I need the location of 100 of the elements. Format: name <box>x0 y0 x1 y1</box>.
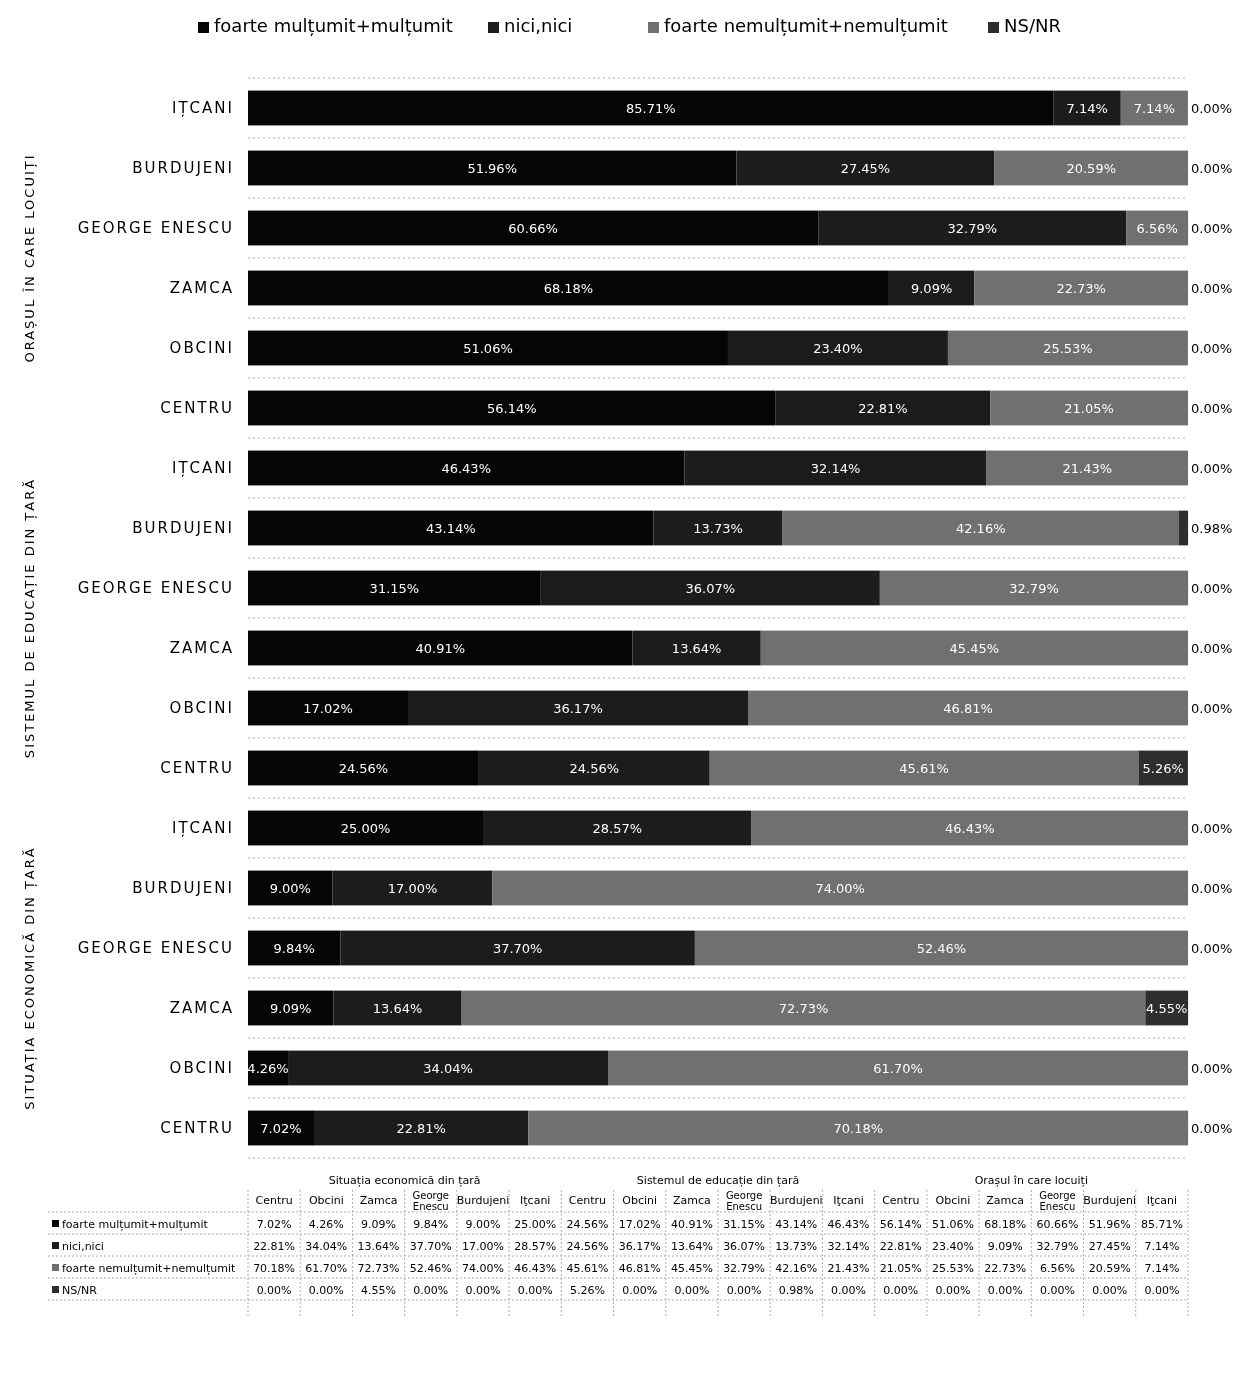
text: 13.64% <box>357 1240 400 1253</box>
text: 17.00% <box>462 1240 504 1253</box>
bar <box>540 570 880 606</box>
bar <box>1053 90 1121 126</box>
data-label: 13.64% <box>671 640 722 656</box>
text: 23.40% <box>932 1240 974 1253</box>
legend-label: NS/NR <box>1004 15 1061 36</box>
text: 4.55% <box>361 1284 397 1297</box>
text: 20.59% <box>1088 1262 1131 1275</box>
text: nici,nici <box>62 1240 104 1253</box>
text: 0.00% <box>1144 1284 1180 1297</box>
text: 0.00% <box>1092 1284 1128 1297</box>
y-tick-label: CENTRU <box>160 1119 234 1138</box>
data-label: 0.00% <box>1191 1120 1233 1136</box>
text: 51.96% <box>1088 1218 1131 1231</box>
y-tick-label: IȚCANI <box>172 459 234 478</box>
text: 0.00% <box>883 1284 919 1297</box>
text: 45.45% <box>670 1262 713 1275</box>
data-label: 52.46% <box>916 940 967 956</box>
data-label: 37.70% <box>492 940 543 956</box>
text: 0.00% <box>256 1284 292 1297</box>
bar <box>775 390 991 426</box>
legend-label: foarte mulțumit+mulțumit <box>214 15 453 36</box>
text: 0.00% <box>622 1284 658 1297</box>
data-label: 4.55% <box>1146 1000 1188 1016</box>
data-label: 6.56% <box>1136 220 1178 236</box>
text: 0.00% <box>1039 1284 1075 1297</box>
data-label: 45.45% <box>949 640 1000 656</box>
data-label: 0.98% <box>1191 520 1233 536</box>
bar <box>313 1110 529 1146</box>
text: 56.14% <box>879 1218 922 1231</box>
text: Burdujeni <box>456 1194 510 1207</box>
text: 21.43% <box>827 1262 870 1275</box>
text: ORAȘUL ÎN CARE LOCUIȚI <box>22 153 37 363</box>
text: 32.79% <box>1036 1240 1079 1253</box>
bar <box>747 690 1188 726</box>
data-label: 40.91% <box>415 640 466 656</box>
bar <box>1178 510 1189 546</box>
text: 22.81% <box>253 1240 296 1253</box>
text: 0.00% <box>935 1284 971 1297</box>
y-tick-label: ZAMCA <box>169 639 234 658</box>
bar <box>248 1110 314 1146</box>
data-label: 85.71% <box>626 100 676 116</box>
bar <box>248 630 633 666</box>
data-label: 51.96% <box>467 160 517 176</box>
bar <box>248 690 408 726</box>
text: 28.57% <box>514 1240 557 1253</box>
data-label: 24.56% <box>569 760 620 776</box>
text: 61.70% <box>305 1262 348 1275</box>
data-label: 46.43% <box>441 460 492 476</box>
text: 36.07% <box>723 1240 766 1253</box>
data-label: 9.84% <box>273 940 315 956</box>
data-label: 36.07% <box>685 580 736 596</box>
text: 21.05% <box>879 1262 922 1275</box>
data-label: 45.61% <box>899 760 949 776</box>
text: 24.56% <box>566 1240 609 1253</box>
y-tick-label: IȚCANI <box>172 819 234 838</box>
text: Centru <box>568 1194 607 1207</box>
text: Zamca <box>359 1194 398 1207</box>
text: 9.84% <box>413 1218 449 1231</box>
text: 32.14% <box>827 1240 870 1253</box>
data-label: 0.00% <box>1191 160 1233 176</box>
data-label: 21.43% <box>1062 460 1113 476</box>
bar <box>333 990 462 1026</box>
bar <box>653 510 783 546</box>
y-tick-label: GEORGE ENESCU <box>77 939 234 958</box>
text: George Enescu <box>412 1190 450 1212</box>
text: 46.43% <box>514 1262 557 1275</box>
data-label: 7.02% <box>260 1120 302 1136</box>
bar <box>461 990 1146 1026</box>
data-label: 22.73% <box>1056 280 1106 296</box>
data-label: 56.14% <box>487 400 537 416</box>
text: foarte mulțumit+mulțumit <box>62 1218 208 1231</box>
y-tick-label: IȚCANI <box>172 99 234 118</box>
text: 0.00% <box>674 1284 710 1297</box>
bar <box>879 570 1189 606</box>
bar <box>248 810 483 846</box>
text: 45.61% <box>566 1262 609 1275</box>
data-label: 24.56% <box>338 760 389 776</box>
text: Iţcani <box>520 1194 551 1207</box>
text: Obcini <box>935 1194 971 1207</box>
data-label: 61.70% <box>873 1060 923 1076</box>
bar <box>818 210 1127 246</box>
data-label: 21.05% <box>1064 400 1114 416</box>
data-label: 9.00% <box>269 880 311 896</box>
text: Burdujeni <box>770 1194 823 1207</box>
data-label: 7.14% <box>1133 100 1175 116</box>
text: 70.18% <box>253 1262 296 1275</box>
y-tick-label: OBCINI <box>169 339 234 358</box>
y-tick-label: BURDUJENI <box>132 879 234 898</box>
text: 32.79% <box>723 1262 766 1275</box>
text: 43.14% <box>775 1218 818 1231</box>
text: Centru <box>255 1194 293 1207</box>
data-label: 42.16% <box>955 520 1006 536</box>
data-label: 51.06% <box>463 340 513 356</box>
text: 60.66% <box>1036 1218 1079 1231</box>
data-label: 70.18% <box>833 1120 884 1136</box>
data-label: 9.09% <box>270 1000 312 1016</box>
data-label: 74.00% <box>815 880 865 896</box>
text: 31.15% <box>723 1218 766 1231</box>
